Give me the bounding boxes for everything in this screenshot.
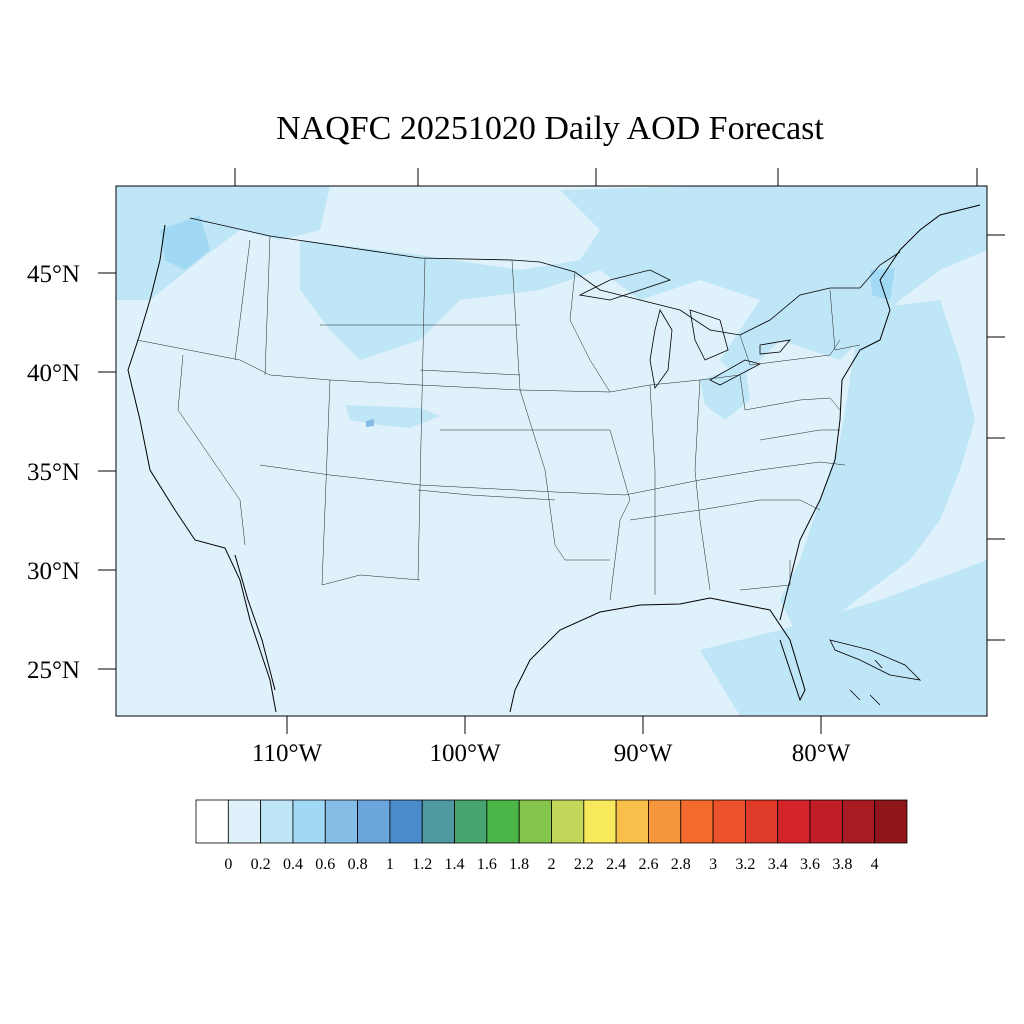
colorbar-swatch xyxy=(292,799,326,844)
lat-label: 40°N xyxy=(27,360,80,387)
colorbar-swatch xyxy=(777,799,811,844)
great-lake-huron xyxy=(689,309,729,361)
aod-patch-southeast-ocean xyxy=(700,560,987,716)
colorbar-swatch xyxy=(583,799,617,844)
colorbar-tick-label: 2.4 xyxy=(606,856,626,873)
colorbar-tick-label: 2.8 xyxy=(671,856,691,873)
map-frame xyxy=(115,185,988,717)
colorbar-tick-label: 2.6 xyxy=(638,856,658,873)
colorbar-swatch xyxy=(486,799,520,844)
lat-label: 25°N xyxy=(27,657,80,684)
lat-label: 30°N xyxy=(27,558,80,585)
bahamas xyxy=(849,659,883,706)
colorbar-swatch xyxy=(745,799,779,844)
colorbar-swatch xyxy=(648,799,682,844)
state-borders xyxy=(136,235,861,601)
great-lake-superior xyxy=(578,269,672,301)
colorbar-tick-label: 0 xyxy=(224,856,232,873)
colorbar-tick-label: 3.8 xyxy=(832,856,852,873)
colorbar-tick-label: 0.4 xyxy=(283,856,303,873)
colorbar-swatch xyxy=(680,799,714,844)
colorbar-tick-label: 0.8 xyxy=(348,856,368,873)
colorbar-tick-label: 0.6 xyxy=(315,856,335,873)
colorbar-tick-label: 3.6 xyxy=(800,856,820,873)
colorbar-tick-label: 2.2 xyxy=(574,856,594,873)
great-lake-michigan xyxy=(649,308,673,389)
lon-label: 110°W xyxy=(252,740,323,767)
colorbar-swatch xyxy=(874,799,908,844)
colorbar-tick-label: 1.6 xyxy=(477,856,497,873)
colorbar-swatch xyxy=(389,799,423,844)
lat-label: 35°N xyxy=(27,459,80,486)
lat-label: 45°N xyxy=(27,261,80,288)
colorbar-swatch xyxy=(260,799,294,844)
gulf-coast xyxy=(509,597,806,713)
colorbar-tick-label: 3.4 xyxy=(768,856,788,873)
colorbar-swatch xyxy=(615,799,649,844)
cuba xyxy=(829,639,922,681)
colorbar xyxy=(195,799,908,844)
east-coast xyxy=(779,204,981,621)
colorbar-swatch xyxy=(454,799,488,844)
colorbar-tick-label: 3 xyxy=(709,856,717,873)
colorbar-labels: 0 0.2 0.4 0.6 0.8 1 1.2 1.4 1.6 1.8 2 2.2 2.4 2.6 2.8 3… xyxy=(224,856,878,873)
aod-patch-colorado-peak xyxy=(366,419,374,427)
geographic-boundaries xyxy=(127,204,981,713)
us-canada-border xyxy=(189,217,901,336)
lon-label: 80°W xyxy=(792,740,851,767)
baja-peninsula xyxy=(234,554,276,691)
colorbar-swatch xyxy=(357,799,391,844)
west-coast xyxy=(127,224,277,713)
great-lake-ontario xyxy=(759,339,791,355)
colorbar-tick-label: 0.2 xyxy=(251,856,271,873)
colorbar-tick-label: 2 xyxy=(548,856,556,873)
aod-patch-pacific-nw xyxy=(160,215,210,270)
colorbar-swatch xyxy=(195,799,229,844)
aod-patch-northeast xyxy=(690,186,987,380)
colorbar-tick-label: 4 xyxy=(871,856,879,873)
colorbar-tick-label: 1.4 xyxy=(445,856,465,873)
colorbar-tick-label: 1.8 xyxy=(509,856,529,873)
map-title: NAQFC 20251020 Daily AOD Forecast xyxy=(276,110,824,147)
colorbar-swatch xyxy=(518,799,552,844)
colorbar-swatch xyxy=(227,799,262,844)
colorbar-swatch xyxy=(551,799,585,844)
colorbar-swatch xyxy=(421,799,455,844)
lon-label: 100°W xyxy=(429,740,500,767)
longitude-labels: 110°W 100°W 90°W 80°W xyxy=(252,740,851,767)
aod-patch-maine xyxy=(870,268,895,300)
aod-patch-atlantic xyxy=(780,300,975,640)
colorbar-tick-label: 3.2 xyxy=(735,856,755,873)
colorbar-swatch xyxy=(712,799,746,844)
aod-patch-northwest xyxy=(116,186,330,300)
aod-patch-northern-plains xyxy=(300,186,760,360)
latitude-labels: 45°N 40°N 35°N 30°N 25°N xyxy=(27,261,80,684)
colorbar-tick-label: 1.2 xyxy=(412,856,432,873)
colorbar-tick-label: 1 xyxy=(386,856,394,873)
lon-label: 90°W xyxy=(614,740,673,767)
colorbar-swatch xyxy=(841,799,876,844)
axis-ticks xyxy=(98,168,1005,734)
colorbar-swatch xyxy=(324,799,358,844)
colorbar-swatch xyxy=(809,799,843,844)
